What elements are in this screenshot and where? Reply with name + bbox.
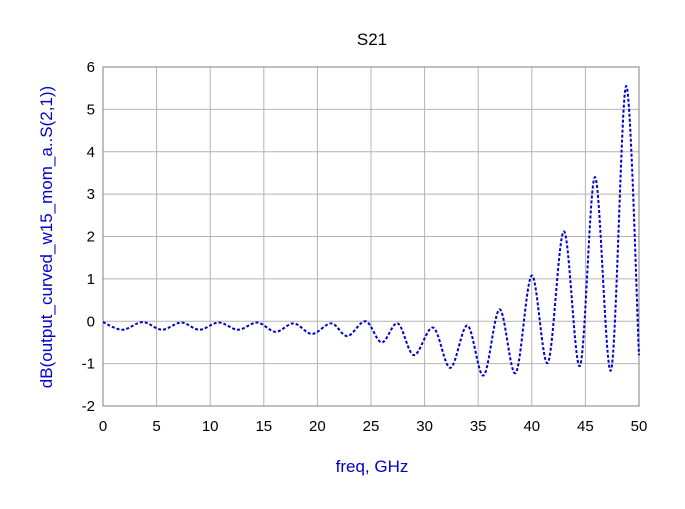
y-tick-label: 6 <box>87 59 95 76</box>
y-tick-label: -1 <box>82 356 95 373</box>
x-tick-label: 45 <box>577 418 594 435</box>
x-tick-label: 10 <box>202 418 219 435</box>
y-tick-label: -2 <box>82 398 95 415</box>
x-tick-label: 25 <box>363 418 380 435</box>
x-tick-label: 30 <box>416 418 433 435</box>
y-axis-label: dB(output_curved_w15_mom_a..S(2,1)) <box>37 86 56 388</box>
data-line <box>102 85 640 377</box>
x-tick-label: 50 <box>631 418 648 435</box>
x-tick-label: 35 <box>470 418 487 435</box>
x-tick-label: 40 <box>523 418 540 435</box>
y-tick-label: 5 <box>87 101 95 118</box>
y-tick-label: 2 <box>87 229 95 246</box>
x-tick-label: 0 <box>99 418 107 435</box>
y-tick-label: 4 <box>87 144 95 161</box>
plot-frame <box>102 66 640 407</box>
y-tick-label: 3 <box>87 186 95 203</box>
y-tick-label: 0 <box>87 313 95 330</box>
y-tick-label: 1 <box>87 271 95 288</box>
chart-title: S21 <box>357 30 387 49</box>
x-tick-label: 15 <box>255 418 272 435</box>
x-tick-label: 5 <box>152 418 160 435</box>
x-tick-label: 20 <box>309 418 326 435</box>
x-axis-label: freq, GHz <box>336 457 409 476</box>
